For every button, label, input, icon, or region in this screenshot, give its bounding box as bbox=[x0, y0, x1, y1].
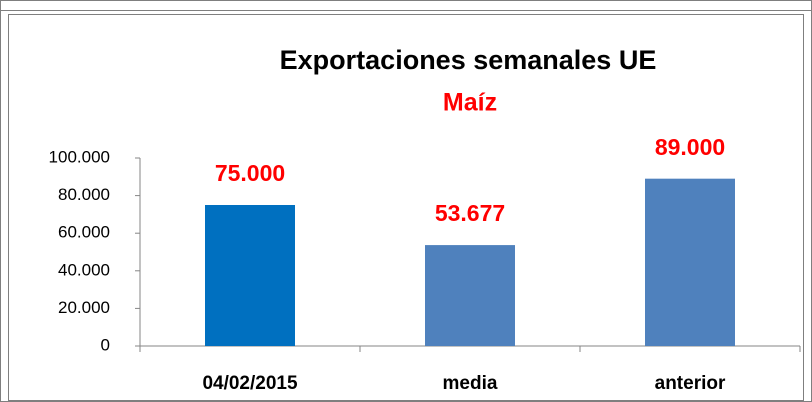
x-tick-label: 04/02/2015 bbox=[202, 373, 298, 394]
bar bbox=[425, 245, 515, 346]
chart-frame bbox=[8, 14, 804, 401]
value-label: 53.677 bbox=[435, 200, 505, 226]
chart-subtitle: Maíz bbox=[443, 89, 497, 117]
x-tick-label: anterior bbox=[655, 373, 726, 394]
bar bbox=[205, 205, 295, 346]
y-tick-label: 0 bbox=[101, 335, 110, 354]
y-tick-label: 20.000 bbox=[58, 298, 110, 317]
y-tick-label: 40.000 bbox=[58, 260, 110, 279]
y-tick-label: 80.000 bbox=[58, 185, 110, 204]
value-label: 75.000 bbox=[215, 160, 285, 186]
y-tick-label: 100.000 bbox=[49, 147, 110, 166]
value-label: 89.000 bbox=[655, 134, 725, 160]
x-tick-label: media bbox=[443, 373, 498, 394]
chart-title: Exportaciones semanales UE bbox=[280, 45, 657, 75]
y-tick-label: 60.000 bbox=[58, 223, 110, 242]
bar bbox=[645, 178, 735, 346]
